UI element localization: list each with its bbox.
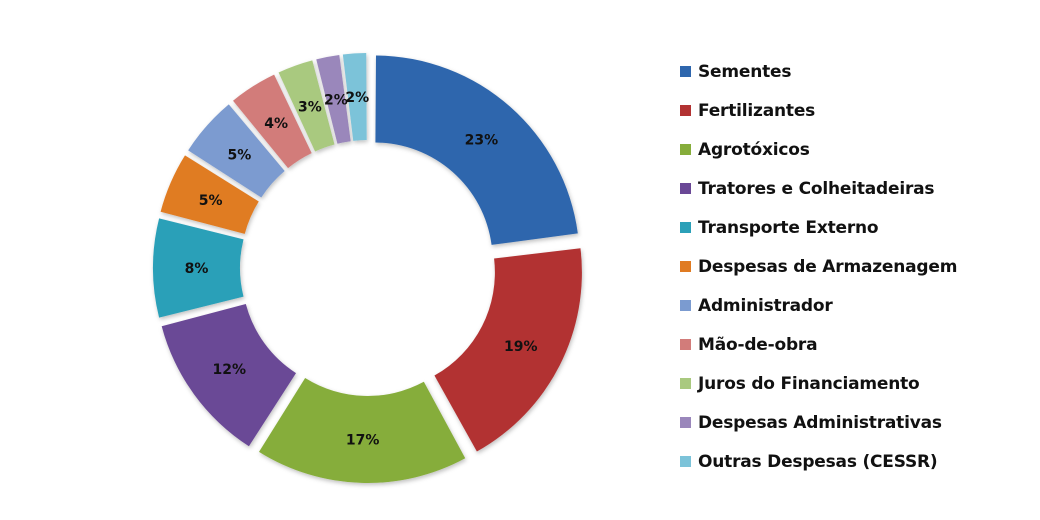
legend-item: Administrador (680, 286, 957, 325)
legend-swatch (680, 378, 691, 389)
legend-label: Fertilizantes (698, 100, 816, 121)
legend-item: Transporte Externo (680, 208, 957, 247)
legend-swatch (680, 222, 691, 233)
slice-outras-despesas-cessr (342, 53, 367, 141)
legend-label: Transporte Externo (698, 217, 879, 238)
legend-swatch (680, 66, 691, 77)
legend-item: Juros do Financiamento (680, 364, 957, 403)
legend-item: Sementes (680, 52, 957, 91)
legend-item: Tratores e Colheitadeiras (680, 169, 957, 208)
legend-label: Administrador (698, 295, 833, 316)
legend-swatch (680, 144, 691, 155)
slice-label: 5% (227, 148, 251, 164)
slice-juros-do-financiamento (278, 60, 335, 152)
legend-label: Juros do Financiamento (698, 373, 920, 394)
slice-sementes (375, 55, 578, 245)
legend-label: Outras Despesas (CESSR) (698, 451, 938, 472)
slice-label: 2% (324, 93, 348, 109)
slice-label: 23% (465, 132, 499, 148)
slice-fertilizantes (434, 248, 582, 452)
legend-swatch (680, 183, 691, 194)
slice-mao-de-obra (233, 74, 312, 169)
slice-label: 8% (185, 261, 209, 277)
chart-legend: Sementes Fertilizantes Agrotóxicos Tratores… (680, 52, 957, 481)
slice-transporte-externo (153, 218, 244, 318)
legend-label: Sementes (698, 61, 792, 82)
slice-despesas-de-armazenagem (160, 155, 259, 234)
slice-label: 5% (199, 193, 223, 209)
legend-swatch (680, 105, 691, 116)
legend-swatch (680, 456, 691, 467)
legend-label: Tratores e Colheitadeiras (698, 178, 935, 199)
legend-swatch (680, 417, 691, 428)
slice-label: 4% (264, 116, 288, 132)
legend-label: Agrotóxicos (698, 139, 810, 160)
slice-administrador (188, 104, 285, 198)
slice-label: 19% (504, 339, 538, 355)
slice-despesas-administrativas (316, 54, 351, 144)
slice-label: 3% (298, 100, 322, 116)
slice-agrotoxicos (259, 378, 466, 483)
legend-item: Mão-de-obra (680, 325, 957, 364)
legend-label: Despesas de Armazenagem (698, 256, 958, 277)
legend-label: Despesas Administrativas (698, 412, 942, 433)
legend-swatch (680, 300, 691, 311)
legend-item: Agrotóxicos (680, 130, 957, 169)
slice-label: 12% (212, 362, 246, 378)
chart-slices: 23%19%17%12%8%5%5%4%3% 2%2% (153, 53, 582, 483)
legend-label: Mão-de-obra (698, 334, 818, 355)
legend-item: Fertilizantes (680, 91, 957, 130)
legend-item: Despesas Administrativas (680, 403, 957, 442)
slice-tratores-e-colheitadeiras (161, 303, 297, 447)
slice-label: 2% (345, 90, 369, 106)
slice-label: 17% (346, 432, 380, 448)
legend-item: Outras Despesas (CESSR) (680, 442, 957, 481)
legend-swatch (680, 339, 691, 350)
legend-item: Despesas de Armazenagem (680, 247, 957, 286)
legend-swatch (680, 261, 691, 272)
